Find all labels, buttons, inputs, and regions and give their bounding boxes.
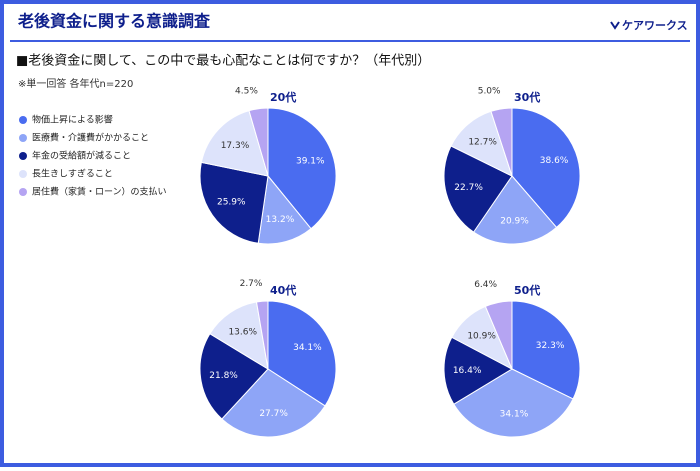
value-label: 25.9%: [217, 197, 246, 207]
pie-slice: [257, 174, 312, 245]
pie-slice: [248, 107, 269, 177]
pie-title: 40代: [270, 283, 296, 297]
pie-slice: [267, 107, 337, 230]
value-label: 13.6%: [228, 327, 257, 337]
legend-swatch: [19, 152, 27, 160]
logo: ケアワークス: [622, 19, 688, 32]
pie-slice: [209, 301, 269, 370]
value-label: 38.6%: [540, 156, 569, 166]
pie-slice: [490, 107, 513, 177]
value-label: 16.4%: [453, 366, 482, 376]
value-label: 6.4%: [474, 280, 497, 290]
value-label: 22.7%: [454, 183, 483, 193]
value-label: 17.3%: [221, 141, 250, 151]
pie-slice: [199, 161, 269, 244]
pie-slice: [511, 107, 581, 229]
pie-slice: [443, 336, 514, 405]
value-label: 20.9%: [500, 216, 529, 226]
pie-slice: [199, 333, 269, 420]
pie-slice: [453, 368, 574, 438]
value-label: 2.7%: [240, 279, 263, 289]
value-label: 12.7%: [468, 138, 497, 148]
value-label: 32.3%: [536, 341, 565, 351]
legend-label: 医療費・介護費がかかること: [32, 132, 149, 144]
note: ※単一回答 各年代n=220: [18, 77, 133, 90]
value-label: 13.2%: [266, 215, 295, 225]
legend-label: 長生きしすぎること: [32, 168, 113, 180]
pie-slice: [472, 175, 558, 245]
legend-swatch: [19, 134, 27, 142]
question: ■老後資金に関して、この中で最も心配なことは何ですか？（年代別）: [16, 53, 430, 69]
page-title: 老後資金に関する意識調査: [17, 12, 210, 31]
legend-label: 年金の受給額が減ること: [32, 150, 131, 162]
pie-slice: [221, 368, 326, 438]
pie-slice: [484, 300, 513, 370]
legend-swatch: [19, 170, 27, 178]
value-label: 5.0%: [478, 87, 501, 97]
legend-swatch: [19, 188, 27, 196]
value-label: 4.5%: [235, 86, 258, 96]
pie-slice: [200, 110, 269, 177]
pie-title: 50代: [514, 283, 540, 297]
pie-slice: [443, 145, 513, 233]
legend-swatch: [19, 116, 27, 124]
value-label: 34.1%: [293, 343, 322, 353]
pie-slice: [255, 300, 269, 370]
value-label: 10.9%: [467, 331, 496, 341]
value-label: 34.1%: [500, 409, 529, 419]
pie-slice: [511, 300, 581, 400]
pie-title: 20代: [270, 90, 296, 104]
legend-label: 物価上昇による影響: [32, 114, 113, 126]
logo-icon: [610, 21, 620, 30]
value-label: 27.7%: [259, 409, 288, 419]
legend-label: 居住費（家賃・ローン）の支払い: [32, 186, 167, 198]
pie-title: 30代: [514, 90, 540, 104]
value-label: 39.1%: [296, 156, 325, 166]
value-label: 21.8%: [209, 371, 238, 381]
